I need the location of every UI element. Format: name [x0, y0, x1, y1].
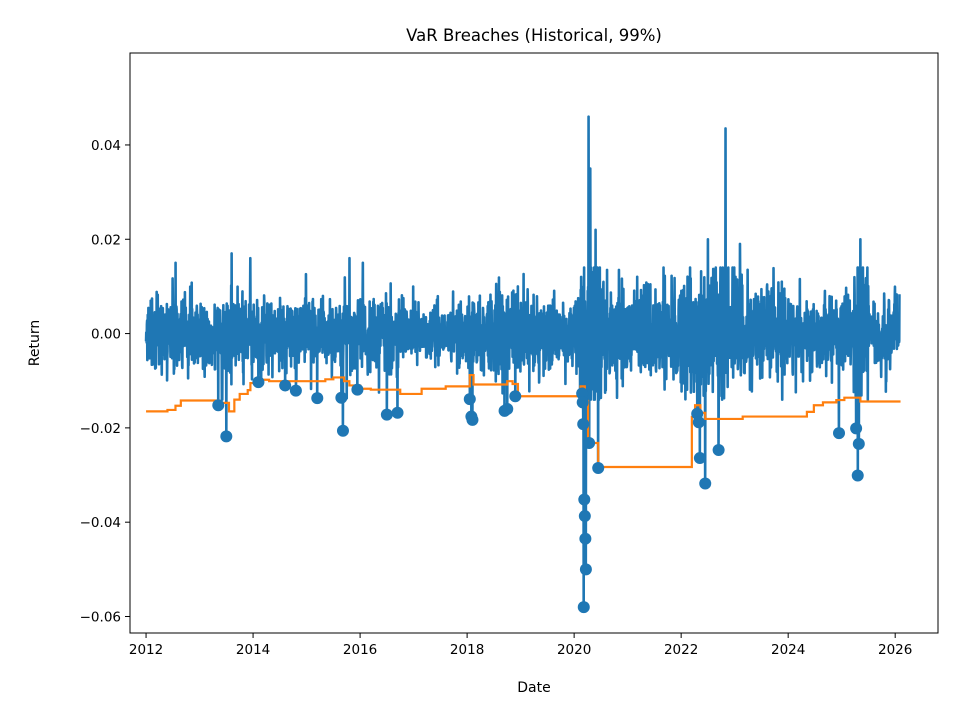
- x-tick-label: 2012: [129, 642, 163, 658]
- x-tick-label: 2014: [236, 642, 270, 658]
- breach-marker: [579, 532, 592, 545]
- var-series-line: [146, 373, 901, 469]
- breach-marker: [380, 408, 393, 421]
- chart-title: VaR Breaches (Historical, 99%): [406, 26, 662, 45]
- y-tick-label: 0.02: [91, 232, 121, 248]
- breach-marker: [577, 418, 590, 431]
- breach-marker: [850, 422, 863, 435]
- x-tick-label: 2020: [557, 642, 591, 658]
- plot-frame: [129, 52, 939, 634]
- x-tick-label: 2018: [450, 642, 484, 658]
- x-axis: 2012 2014 2016 2018 2020 2022 2024 2026: [129, 633, 912, 658]
- breach-marker: [289, 384, 302, 397]
- breach-marker: [311, 392, 324, 405]
- breach-marker: [579, 563, 592, 576]
- breach-marker: [220, 430, 233, 443]
- y-tick-label: 0.00: [91, 327, 121, 343]
- x-tick-label: 2016: [343, 642, 377, 658]
- breach-marker: [463, 393, 476, 406]
- breach-marker: [391, 406, 404, 419]
- y-axis-label: Return: [27, 320, 43, 366]
- x-axis-label: Date: [517, 680, 550, 696]
- y-tick-label: −0.04: [80, 515, 121, 531]
- x-tick-label: 2024: [771, 642, 805, 658]
- breach-marker: [252, 376, 265, 389]
- breach-marker: [336, 424, 349, 437]
- breach-marker: [712, 444, 725, 457]
- breach-marker: [699, 477, 712, 490]
- y-axis: −0.06 −0.04 −0.02 0.00 0.02 0.04: [80, 138, 130, 625]
- breach-marker: [851, 469, 864, 482]
- x-tick-label: 2026: [878, 642, 912, 658]
- returns-series-line: [144, 115, 901, 609]
- breach-marker: [576, 396, 589, 409]
- y-tick-label: 0.04: [91, 138, 121, 154]
- breach-marker: [833, 427, 846, 440]
- breach-marker: [212, 399, 225, 412]
- breach-marker: [466, 413, 479, 426]
- breach-marker: [692, 416, 705, 429]
- x-tick-label: 2022: [664, 642, 698, 658]
- breach-marker: [578, 493, 591, 506]
- returns-layer: [144, 115, 901, 609]
- breach-marker: [693, 452, 706, 465]
- plot-area: [129, 52, 939, 634]
- breach-marker: [501, 403, 514, 416]
- breach-marker: [583, 436, 596, 449]
- y-tick-label: −0.02: [80, 421, 121, 437]
- var-layer: [146, 373, 901, 469]
- breach-marker: [351, 383, 364, 396]
- breach-layer: [212, 376, 865, 614]
- breach-marker: [852, 437, 865, 450]
- breach-marker: [509, 390, 522, 403]
- breach-marker: [578, 510, 591, 523]
- breach-marker: [335, 391, 348, 404]
- breach-marker: [576, 387, 589, 400]
- breach-marker: [279, 379, 292, 392]
- breach-marker: [577, 601, 590, 614]
- breach-marker: [592, 461, 605, 474]
- y-tick-label: −0.06: [80, 609, 121, 625]
